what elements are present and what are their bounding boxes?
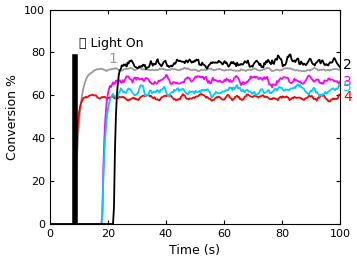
Text: 💡 Light On: 💡 Light On — [79, 37, 144, 50]
Text: 5: 5 — [343, 80, 352, 94]
Y-axis label: Conversion %: Conversion % — [6, 74, 19, 160]
Text: 4: 4 — [343, 90, 352, 104]
Text: 3: 3 — [343, 75, 352, 89]
X-axis label: Time (s): Time (s) — [170, 244, 221, 257]
Text: 2: 2 — [343, 58, 352, 72]
Text: 1: 1 — [108, 52, 117, 66]
